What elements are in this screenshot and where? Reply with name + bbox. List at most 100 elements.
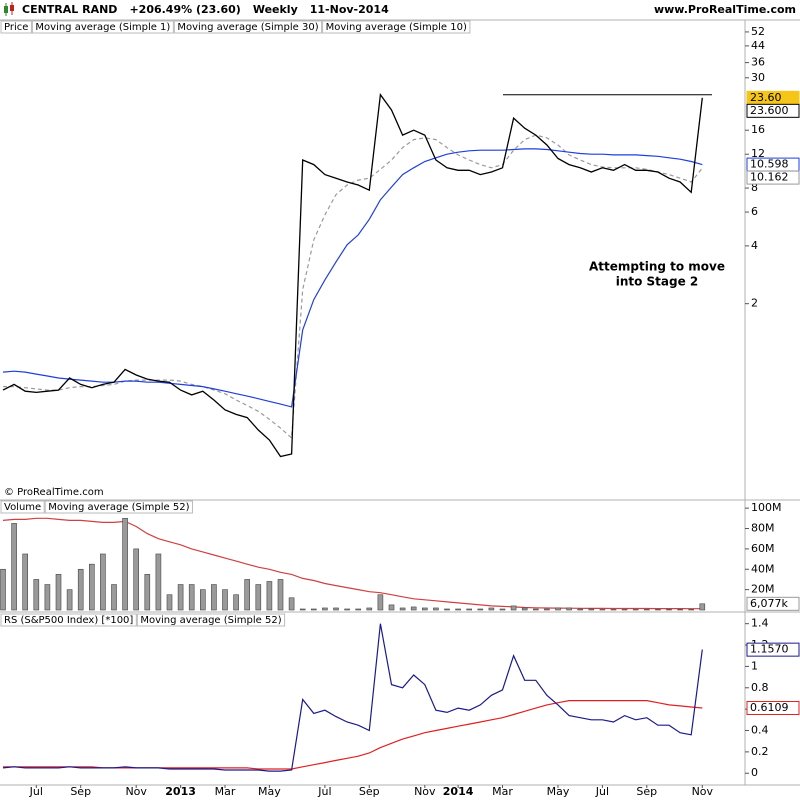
- y-tick-label: 100M: [751, 501, 782, 514]
- volume-bar: [677, 609, 683, 611]
- legend-box: [0, 20, 32, 34]
- series-line: [2, 92, 703, 458]
- y-tick-label: 8: [751, 181, 758, 194]
- annotation: into Stage 2: [616, 275, 699, 289]
- last-value-label: 10.162: [750, 171, 789, 184]
- y-tick-label: 1.4: [751, 617, 769, 630]
- volume-bar: [510, 605, 517, 611]
- volume-bar: [521, 607, 528, 611]
- x-tick-label: Mar: [215, 785, 236, 798]
- volume-bar: [155, 553, 162, 611]
- last-value-box: [746, 103, 800, 118]
- legend-box: [44, 500, 193, 514]
- volume-bar: [632, 609, 639, 611]
- volume-bar: [11, 523, 17, 611]
- volume-bar: [410, 606, 417, 611]
- volume-bar: [77, 568, 84, 611]
- volume-bar: [488, 607, 495, 611]
- copyright: © ProRealTime.com: [4, 487, 104, 498]
- volume-bar: [222, 589, 228, 611]
- y-tick-label: 12: [751, 147, 765, 160]
- volume-bar: [566, 607, 572, 611]
- volume-bar: [299, 608, 306, 611]
- volume-bar: [355, 608, 362, 611]
- volume-bar: [344, 608, 350, 611]
- last-value-label: 23.600: [750, 104, 789, 117]
- x-tick-label: Nov: [125, 785, 147, 798]
- volume-bar: [477, 608, 484, 611]
- volume-bar: [33, 579, 40, 611]
- volume-bar: [22, 553, 29, 611]
- last-value-label: 0.6109: [750, 701, 789, 714]
- annotation: Attempting to move: [589, 260, 725, 274]
- y-tick-label: 44: [751, 39, 765, 52]
- y-tick-label: 0.2: [751, 745, 769, 758]
- volume-bar: [666, 609, 672, 611]
- last-value-box: [746, 700, 800, 715]
- header-change: +206.49% (23.60): [129, 3, 240, 16]
- x-tick-label: Jul: [595, 785, 609, 798]
- y-tick-label: 0: [751, 766, 758, 779]
- last-value-box: [746, 170, 800, 185]
- legend-entry: Moving average (Simple 10): [326, 22, 467, 33]
- volume-bar: [499, 608, 506, 611]
- volume-bar: [244, 579, 250, 611]
- volume-bar: [399, 607, 406, 611]
- volume-bar: [655, 609, 661, 611]
- x-tick-label: Jul: [29, 785, 43, 798]
- legend-entry: Moving average (Simple 30): [177, 22, 318, 33]
- volume-bar: [233, 594, 239, 611]
- header-icon: [4, 2, 14, 16]
- last-value-label: 10.598: [750, 158, 789, 171]
- last-value-label: 6,077k: [750, 597, 788, 610]
- volume-bar: [577, 608, 584, 611]
- x-tick-label: May: [258, 785, 281, 798]
- volume-bar: [188, 584, 195, 611]
- volume-bar: [44, 584, 51, 611]
- legend-box: [0, 613, 137, 627]
- series-line: [2, 623, 703, 772]
- volume-bar: [643, 609, 650, 611]
- x-tick-label: Jul: [317, 785, 331, 798]
- legend-entry: Moving average (Simple 1): [35, 22, 170, 33]
- last-value-label: 1.1570: [750, 643, 789, 656]
- y-tick-label: 60M: [751, 542, 775, 555]
- legend-entry: Volume: [4, 502, 41, 513]
- y-tick-label: 40M: [751, 562, 775, 575]
- volume-bar: [288, 597, 295, 611]
- x-tick-label: Mar: [492, 785, 513, 798]
- volume-bar: [377, 594, 384, 611]
- volume-bar: [333, 607, 339, 611]
- last-value-box: [746, 596, 800, 611]
- volume-bar: [144, 574, 151, 611]
- volume-bar: [277, 579, 284, 611]
- legend-box: [0, 500, 45, 514]
- volume-bar: [66, 589, 73, 611]
- volume-bar: [100, 553, 106, 611]
- volume-bar: [699, 603, 706, 611]
- volume-bar: [688, 609, 695, 611]
- x-tick-label: Nov: [414, 785, 436, 798]
- y-tick-label: 36: [751, 56, 765, 69]
- y-tick-label: 0.4: [751, 724, 769, 737]
- volume-bar: [310, 608, 317, 611]
- y-tick-label: 30: [751, 71, 765, 84]
- header-site: www.ProRealTime.com: [654, 3, 796, 16]
- series-line: [3, 134, 703, 440]
- y-tick-label: 4: [751, 239, 758, 252]
- volume-bar: [610, 609, 617, 611]
- legend-entry: RS (S&P500 Index) [*100]: [4, 615, 133, 626]
- x-tick-label: Sep: [70, 785, 91, 798]
- volume-bar: [433, 607, 439, 611]
- volume-bar: [532, 608, 539, 611]
- volume-bar: [599, 609, 606, 611]
- legend-box: [31, 20, 174, 34]
- y-tick-label: 6: [751, 205, 758, 218]
- volume-bar: [177, 584, 184, 611]
- y-tick-label: 1: [751, 659, 758, 672]
- volume-bar: [366, 607, 373, 611]
- legend-entry: Price: [4, 22, 28, 33]
